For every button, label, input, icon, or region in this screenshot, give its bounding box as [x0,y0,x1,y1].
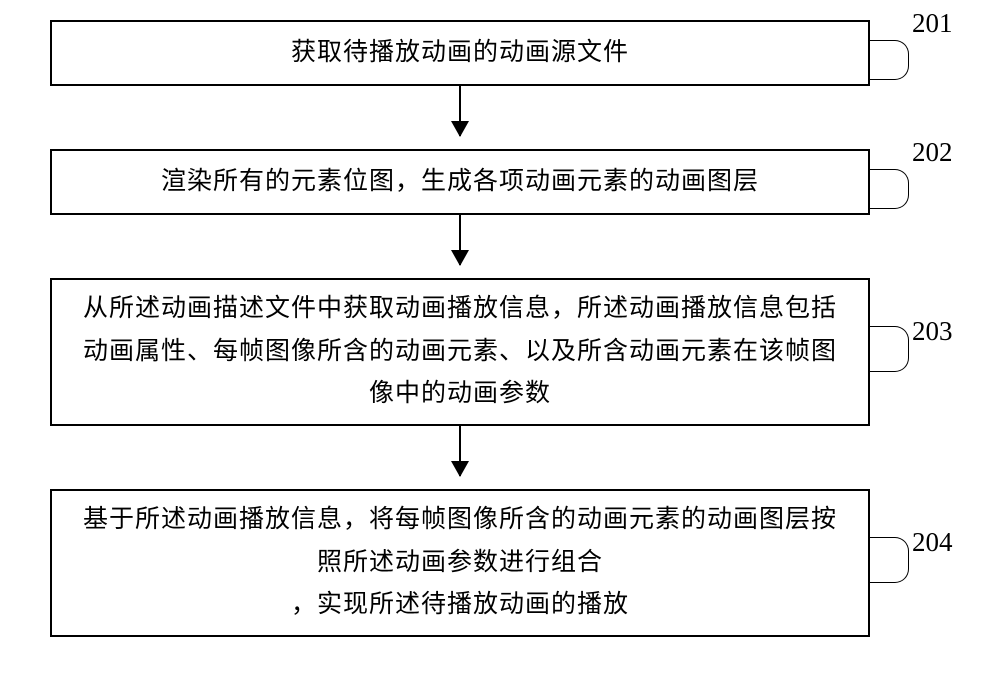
flow-step-202: 渲染所有的元素位图，生成各项动画元素的动画图层 [50,149,870,215]
step-connector [870,537,909,583]
flow-arrow [459,215,461,265]
flow-arrow [459,426,461,476]
flow-arrow [459,86,461,136]
step-label-202: 202 [912,137,953,168]
step-label-203: 203 [912,316,953,347]
flow-step-text: 渲染所有的元素位图，生成各项动画元素的动画图层 [161,161,759,204]
step-connector [870,169,909,209]
flow-step-204: 基于所述动画播放信息，将每帧图像所含的动画元素的动画图层按照所述动画参数进行组合… [50,489,870,637]
flow-step-text: 基于所述动画播放信息，将每帧图像所含的动画元素的动画图层按照所述动画参数进行组合… [72,499,848,627]
flow-step-203: 从所述动画描述文件中获取动画播放信息，所述动画播放信息包括动画属性、每帧图像所含… [50,278,870,426]
step-label-201: 201 [912,8,953,39]
step-label-204: 204 [912,527,953,558]
flowchart-canvas: 获取待播放动画的动画源文件 201 渲染所有的元素位图，生成各项动画元素的动画图层 2… [0,0,1000,688]
step-connector [870,40,909,80]
flow-step-201: 获取待播放动画的动画源文件 [50,20,870,86]
flow-step-text: 从所述动画描述文件中获取动画播放信息，所述动画播放信息包括动画属性、每帧图像所含… [72,288,848,416]
step-connector [870,326,909,372]
flow-step-text: 获取待播放动画的动画源文件 [291,32,629,75]
